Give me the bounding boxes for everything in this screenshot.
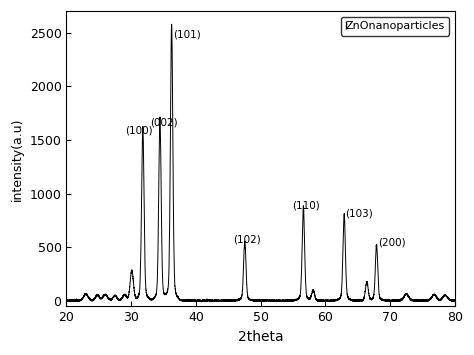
Legend: ZnOnanoparticles: ZnOnanoparticles: [341, 17, 449, 36]
Text: (200): (200): [378, 237, 405, 247]
Text: (110): (110): [292, 201, 319, 211]
Text: (002): (002): [151, 117, 178, 127]
Y-axis label: intensity(a.u): intensity(a.u): [11, 117, 24, 201]
Text: (101): (101): [173, 29, 201, 39]
Text: (100): (100): [125, 126, 152, 136]
X-axis label: 2theta: 2theta: [238, 330, 283, 344]
Text: (103): (103): [346, 208, 373, 218]
Text: (102): (102): [234, 234, 261, 244]
